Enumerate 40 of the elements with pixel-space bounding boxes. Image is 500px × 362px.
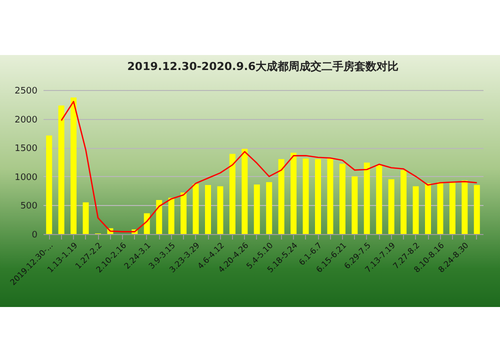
bar xyxy=(290,152,297,234)
bar xyxy=(180,192,187,234)
bar xyxy=(254,184,260,234)
bar xyxy=(315,159,321,234)
chart-title: 2019.12.30-2020.9.6大成都周成交二手房套数对比 xyxy=(127,60,399,73)
y-tick-label: 2000 xyxy=(14,115,38,126)
bar xyxy=(144,213,150,234)
bar xyxy=(192,184,199,234)
bar xyxy=(217,186,224,234)
bar xyxy=(364,162,370,234)
bar xyxy=(412,186,419,234)
bar xyxy=(352,176,358,234)
bar xyxy=(242,148,248,234)
bar xyxy=(266,182,272,234)
bar xyxy=(58,106,64,234)
line-series xyxy=(60,100,478,232)
bar xyxy=(339,164,346,234)
y-tick-label: 1000 xyxy=(14,172,38,183)
bar xyxy=(400,170,407,234)
y-tick-label: 500 xyxy=(20,202,38,212)
bar xyxy=(229,154,236,234)
bar xyxy=(205,185,211,234)
bar xyxy=(437,182,444,234)
bar xyxy=(46,136,52,234)
bar xyxy=(327,158,334,234)
bar xyxy=(449,182,456,234)
bar xyxy=(474,185,480,234)
y-tick-label: 2500 xyxy=(14,86,38,96)
bar xyxy=(70,97,77,234)
bar xyxy=(278,159,284,234)
bar xyxy=(388,179,394,234)
bar xyxy=(82,202,89,234)
bar xyxy=(425,183,431,234)
y-tick-label: 1500 xyxy=(14,144,38,154)
bar xyxy=(376,164,382,234)
bar xyxy=(156,200,162,234)
bar xyxy=(302,158,309,234)
y-tick-label: 0 xyxy=(32,230,38,240)
bar xyxy=(168,198,174,234)
bar xyxy=(462,180,468,234)
